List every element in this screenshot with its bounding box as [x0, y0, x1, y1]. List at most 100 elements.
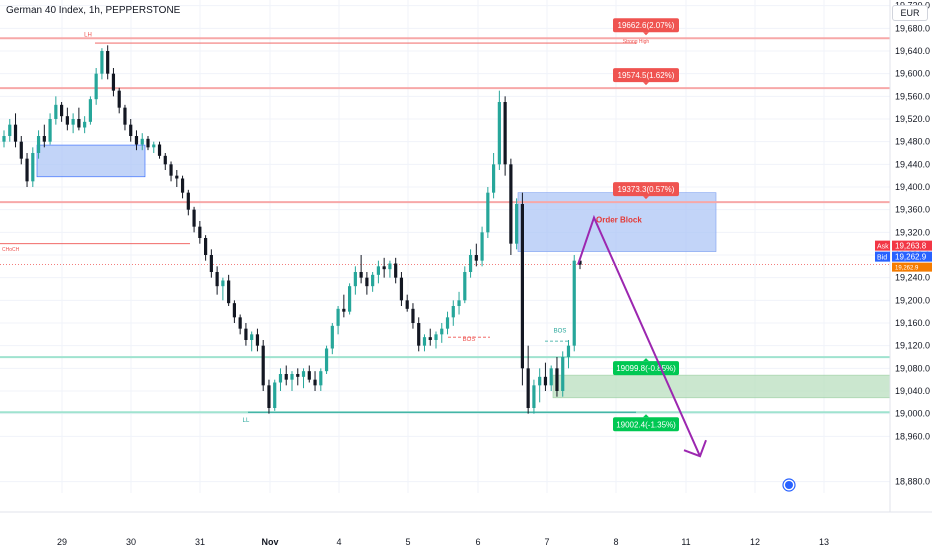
candle [428, 328, 432, 346]
candle [290, 371, 294, 391]
order-block-label: Order Block [596, 216, 642, 225]
candle [48, 113, 52, 145]
candle [8, 119, 12, 142]
candle-body [503, 102, 507, 165]
y-tick-label: 19,200.0 [895, 295, 930, 305]
candle-body [106, 51, 110, 74]
candle-body [100, 51, 104, 74]
time-axis[interactable]: 29 30 31 Nov 4 5 6 7 8 11 12 13 [0, 511, 932, 547]
candle [411, 303, 415, 329]
x-tick-label: 30 [126, 537, 136, 547]
candle-body [336, 308, 340, 326]
candle-body [209, 255, 213, 272]
candle [54, 96, 58, 125]
candle-body [8, 124, 12, 136]
candle [468, 249, 473, 278]
candle [13, 113, 18, 148]
level-label-text: 19099.8(-0.85%) [616, 364, 676, 373]
y-tick-label: 19,320.0 [895, 227, 930, 237]
candle-body [353, 272, 357, 287]
candle [192, 206, 196, 233]
candle [36, 130, 41, 159]
event-marker-icon[interactable] [782, 478, 796, 492]
chart-grid [0, 0, 890, 493]
level-label-bg [613, 18, 679, 33]
symbol-title[interactable]: German 40 Index, 1h, PEPPERSTONE [6, 5, 181, 16]
chart-zones: Order Block [36, 144, 891, 399]
x-tick-label: 31 [195, 537, 205, 547]
candle [422, 334, 427, 352]
y-tick-label: 19,360.0 [895, 205, 930, 215]
ask-tag-label: Ask [877, 244, 889, 251]
candle [555, 357, 559, 397]
candle [572, 255, 576, 352]
candle-body [157, 144, 162, 156]
bid-price-bg [892, 251, 932, 262]
candle-body [175, 175, 179, 179]
candle-body [180, 178, 185, 193]
candle-body [284, 374, 288, 380]
level-label-pointer [643, 414, 649, 418]
candle [474, 243, 478, 267]
candle-body [192, 209, 196, 227]
candle [146, 136, 150, 151]
y-tick-label: 18,960.0 [895, 431, 930, 441]
candle [359, 255, 363, 284]
candle-body [428, 337, 432, 340]
candle-body [566, 345, 571, 357]
candle [313, 371, 317, 391]
candle-body [376, 266, 380, 275]
candle-body [88, 99, 92, 122]
y-tick-label: 19,600.0 [895, 69, 930, 79]
price-axis[interactable]: 18,880.0 18,960.0 19,000.0 19,040.0 19,080.0… [889, 0, 932, 550]
candle-body [405, 300, 409, 309]
candle-body [445, 317, 450, 329]
candle [307, 365, 311, 383]
currency-button[interactable]: EUR [892, 5, 928, 21]
annotation-label: BOS [554, 329, 567, 335]
candle [434, 331, 438, 349]
candle [215, 266, 219, 295]
candle-body [561, 357, 565, 391]
level-label-pointer [643, 32, 649, 36]
candle-body [146, 138, 150, 148]
candle [255, 328, 260, 352]
chart-candles [2, 45, 582, 414]
candle [463, 266, 467, 304]
candle-body [31, 153, 35, 182]
candle-body [319, 371, 323, 386]
candle-body [399, 277, 404, 301]
candle-body [117, 90, 121, 108]
candle-body [77, 119, 81, 128]
candle-body [204, 238, 208, 255]
candle-body [388, 263, 392, 270]
candle-body [152, 144, 156, 148]
candle-body [526, 368, 530, 408]
candle-body [290, 374, 294, 380]
candle-body [250, 334, 254, 340]
candle [486, 187, 490, 238]
candle [417, 317, 421, 352]
level-label-pointer [643, 196, 649, 200]
level-label-text: 19662.6(2.07%) [618, 21, 675, 30]
y-tick-label: 18,880.0 [895, 477, 930, 487]
candle [227, 274, 231, 306]
candle-body [394, 263, 398, 278]
bid-tag-bg [875, 251, 890, 262]
x-tick-label: 29 [57, 537, 67, 547]
candle-body [278, 374, 283, 383]
candle-body [301, 371, 306, 377]
candle-body [497, 102, 501, 165]
candle-body [2, 136, 6, 142]
candle [31, 147, 35, 187]
candle-body [238, 317, 242, 329]
candle [348, 283, 352, 315]
ask-price: 19,263.8 [895, 242, 927, 251]
candle-body [129, 124, 133, 136]
candle [324, 345, 329, 374]
candle-body [65, 116, 69, 125]
candle [123, 104, 127, 131]
candle-body [330, 325, 334, 349]
annotation-label: Strong High [623, 39, 650, 45]
